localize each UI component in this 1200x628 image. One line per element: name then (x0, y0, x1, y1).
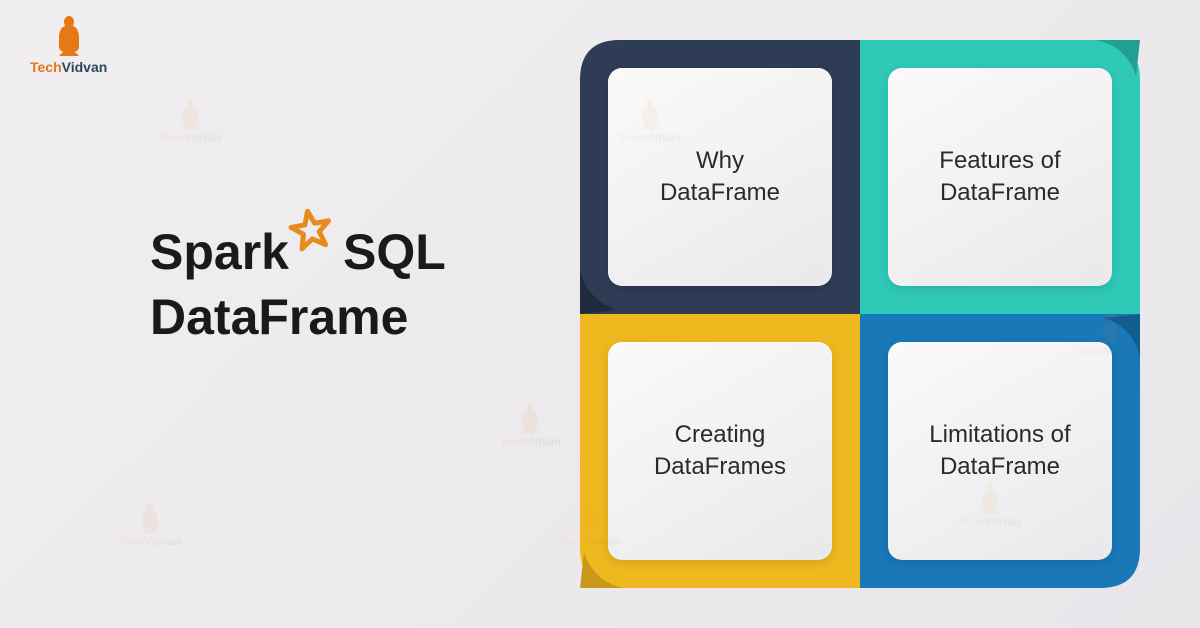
watermark: TechVidvan (620, 96, 681, 144)
logo: TechVidvan (30, 12, 107, 75)
watermark: TechVidvan (160, 96, 221, 144)
logo-text-part1: Tech (30, 59, 62, 75)
logo-text: TechVidvan (30, 59, 107, 75)
quadrant-top-left: Why DataFrame (580, 40, 860, 314)
card-label: Limitations of DataFrame (929, 419, 1070, 484)
watermark: TechVidvan (1080, 310, 1141, 358)
card-label: Creating DataFrames (654, 419, 786, 484)
guru-icon (49, 12, 89, 57)
watermark: TechVidvan (560, 500, 621, 548)
quadrant-top-right: Features of DataFrame (860, 40, 1140, 314)
quadrant-bottom-left: Creating DataFrames (580, 314, 860, 588)
watermark: TechVidvan (120, 500, 181, 548)
card-creating-dataframes: Creating DataFrames (608, 342, 832, 560)
star-icon (285, 205, 337, 257)
title-word-sql: SQL (343, 220, 446, 285)
card-label: Why DataFrame (660, 145, 780, 210)
title-line-2: DataFrame (150, 285, 446, 350)
logo-text-part2: Vidvan (62, 59, 108, 75)
watermark: TechVidvan (960, 480, 1021, 528)
card-label: Features of DataFrame (939, 145, 1060, 210)
card-features-of-dataframe: Features of DataFrame (888, 68, 1112, 286)
title-word-spark: Spark (150, 220, 289, 285)
title-line-1: Spark SQL (150, 220, 446, 285)
page-title: Spark SQL DataFrame (150, 220, 446, 350)
watermark: TechVidvan (500, 400, 561, 448)
